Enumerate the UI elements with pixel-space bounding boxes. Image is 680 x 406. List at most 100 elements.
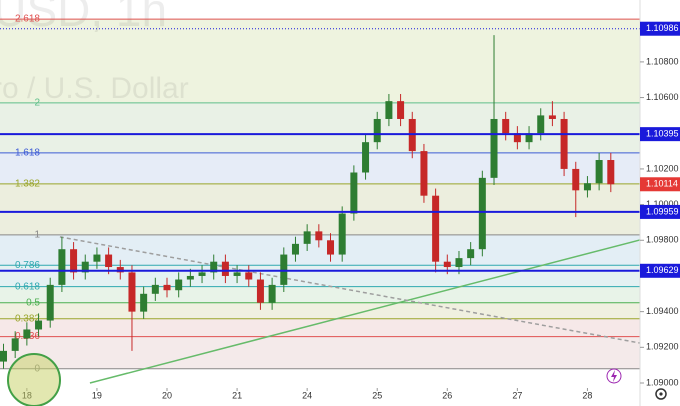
zero-marker [7,353,61,406]
fib-band [0,318,640,337]
fib-band [0,102,640,153]
fib-band [0,183,640,235]
fib-band [0,19,640,103]
trend-line [59,236,641,344]
trend-line [89,239,641,384]
candle-body [23,329,31,339]
candle-body [420,151,428,196]
last-price-box [640,177,680,192]
candle-body [163,284,171,291]
candle-body [105,254,113,268]
candle-body [140,293,148,312]
fib-label: 0.5 [26,297,40,308]
candle-body [560,118,568,169]
candle-body [583,183,591,191]
x-tick-label: 21 [232,390,242,400]
candle-body [595,160,603,184]
level-label: 1.09629 [646,265,679,275]
fib-band [0,265,640,287]
candle-body [116,267,124,273]
level-box [640,127,680,142]
fib-label: 0.382 [15,313,40,324]
fib-band [0,302,640,319]
candle-body [93,254,101,262]
x-tick-label: 27 [512,390,522,400]
x-tick-label: 28 [582,390,592,400]
candle-body [268,284,276,303]
candle-body [315,231,323,241]
candle-body [81,261,89,273]
candle-body [502,118,510,134]
level-box [640,204,680,219]
candle-body [327,240,335,255]
fib-label: 0.618 [15,281,40,292]
candle-body [467,249,475,259]
candle-body [513,133,521,143]
y-tick-label: 1.09000 [646,377,679,387]
candle-body [548,115,556,119]
candle-body [303,231,311,244]
fib-band [0,286,640,303]
fib-label: 1.382 [15,179,40,190]
y-tick-label: 1.10800 [646,56,679,66]
y-tick-label: 1.09200 [646,342,679,352]
candle-body [210,261,218,273]
fib-label: 2 [34,98,40,109]
candle-body [151,284,159,294]
fib-label: 1.618 [15,148,40,159]
candle-body [490,118,498,178]
candle-body [186,275,194,280]
level-label: 1.10395 [646,129,679,139]
candle-body [455,258,463,268]
candle-body [70,249,78,273]
candle-body [11,338,19,351]
candle-body [385,101,393,119]
candle-body [291,243,299,255]
candle-body [221,261,229,276]
level-box [640,21,680,36]
y-tick-label: 1.10200 [646,163,679,173]
candle-body [478,177,486,250]
fib-label: 1 [34,230,40,241]
candle-body [280,254,288,285]
level-label: 1.10986 [646,23,679,33]
level-box [640,263,680,278]
candle-body [373,118,381,143]
fib-label: 0.786 [15,260,40,271]
y-tick-label: 1.10600 [646,92,679,102]
candle-body [46,284,54,321]
x-tick-label: 20 [162,390,172,400]
candle-body [0,350,8,362]
price-axis [640,0,680,406]
fib-band [0,152,640,184]
candle-body [350,172,358,214]
candle-body [607,160,615,185]
watermark-symbol: RUSD, 1h [0,0,167,36]
candle-body [128,272,136,312]
settings-icon[interactable] [655,388,667,400]
candle-body [525,133,533,143]
candle-body [175,279,183,291]
fib-band [0,336,640,369]
candle-body [338,213,346,255]
x-tick-label: 19 [92,390,102,400]
candle-body [233,272,241,276]
candle-body [198,272,206,276]
last-price-label: 1.10114 [646,179,678,189]
candle-body [443,261,451,268]
candle-body [432,195,440,262]
candle-body [397,101,405,119]
x-tick-label: 25 [372,390,382,400]
level-label: 1.09959 [646,206,679,216]
x-tick-label: 24 [302,390,312,400]
candle-body [256,279,264,303]
fib-label: 2.618 [15,14,40,25]
flash-icon[interactable] [606,368,622,384]
candle-body [35,320,43,330]
candle-body [537,115,545,134]
y-tick-label: 1.09800 [646,235,679,245]
watermark-description: ro / U.S. Dollar [0,72,189,105]
y-tick-label: 1.09400 [646,306,679,316]
